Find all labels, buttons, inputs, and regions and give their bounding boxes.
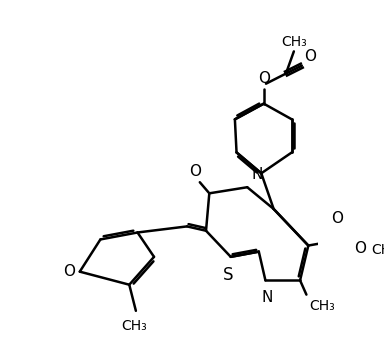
Text: CH₃: CH₃ <box>310 299 335 313</box>
Text: O: O <box>258 71 270 86</box>
Text: N: N <box>251 167 262 182</box>
Text: O: O <box>331 211 343 226</box>
Text: S: S <box>223 266 233 284</box>
Text: CH₃: CH₃ <box>281 35 307 49</box>
Text: O: O <box>189 164 201 179</box>
Text: CH₃: CH₃ <box>121 319 147 333</box>
Text: O: O <box>305 49 316 64</box>
Text: N: N <box>262 290 273 305</box>
Text: O: O <box>63 264 75 279</box>
Text: O: O <box>354 241 366 256</box>
Text: CH₃: CH₃ <box>372 243 384 257</box>
